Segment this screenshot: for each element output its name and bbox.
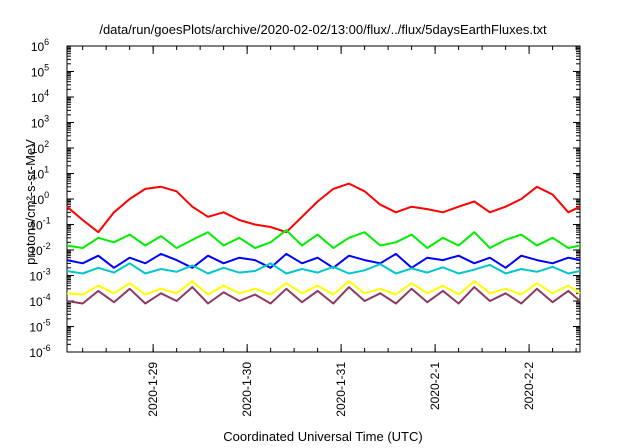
y-tick-label-exp: 6 (44, 37, 49, 47)
y-tick-label: 10-4 (29, 292, 50, 309)
y-tick-label-exp: 4 (44, 88, 49, 98)
y-tick-label-exp: -6 (43, 343, 51, 353)
series-line-4 (66, 262, 581, 275)
y-tick-label-base: 10 (29, 321, 43, 335)
chart-title: /data/run/goesPlots/archive/2020-02-02/1… (99, 22, 547, 37)
y-tick-label: 105 (31, 63, 49, 80)
y-tick-label-exp: 2 (44, 139, 49, 149)
x-tick-label: 2020-1-29 (146, 362, 160, 417)
series-line-2 (66, 229, 581, 249)
x-tick-label: 2020-2-2 (522, 362, 536, 410)
y-tick-label-exp: -3 (43, 267, 51, 277)
y-axis-title: protons/cm²-s-sr-MeV (23, 139, 38, 265)
y-tick-label: 10-6 (29, 343, 50, 360)
y-tick-label: 10-3 (29, 267, 50, 284)
y-tick-label-base: 10 (29, 346, 43, 360)
y-tick-label-base: 10 (29, 295, 43, 309)
y-tick-label: 10-1 (29, 216, 50, 233)
y-tick-label-exp: 3 (44, 114, 49, 124)
x-axis-title: Coordinated Universal Time (UTC) (223, 429, 422, 444)
y-tick-label: 100 (31, 190, 49, 207)
x-tick-label: 2020-2-1 (428, 362, 442, 410)
y-tick-label-base: 10 (31, 91, 45, 105)
y-tick-label: 102 (31, 139, 49, 156)
y-tick-label-base: 10 (31, 66, 45, 80)
y-tick-label-exp: -1 (43, 216, 51, 226)
y-tick-label-exp: -5 (43, 318, 51, 328)
plot-area: 10-610-510-410-310-210-11001011021031041… (29, 37, 581, 417)
y-tick-label-exp: -2 (43, 241, 51, 251)
series-line-3 (66, 252, 581, 269)
y-tick-label: 106 (31, 37, 49, 54)
y-tick-label-base: 10 (31, 142, 45, 156)
series-line-6 (66, 286, 581, 305)
x-tick-label: 2020-1-30 (240, 362, 254, 417)
y-tick-label: 10-2 (29, 241, 50, 258)
y-tick-label: 10-5 (29, 318, 50, 335)
y-tick-label: 104 (31, 88, 49, 105)
y-tick-label-exp: 0 (44, 190, 49, 200)
y-tick-label: 103 (31, 114, 49, 131)
y-tick-label-base: 10 (29, 270, 43, 284)
plot-frame (66, 45, 581, 353)
series-line-5 (66, 280, 581, 296)
x-tick-label: 2020-1-31 (334, 362, 348, 417)
y-tick-label-exp: 1 (44, 165, 49, 175)
y-tick-label-exp: -4 (43, 292, 51, 302)
y-tick-label: 101 (31, 165, 49, 182)
y-tick-label-base: 10 (31, 40, 45, 54)
y-tick-label-base: 10 (29, 244, 43, 258)
y-tick-label-base: 10 (29, 219, 43, 233)
y-tick-label-base: 10 (31, 193, 45, 207)
series-line-1 (66, 182, 581, 234)
y-tick-label-base: 10 (31, 117, 45, 131)
y-tick-label-exp: 5 (44, 63, 49, 73)
y-tick-label-base: 10 (31, 168, 45, 182)
